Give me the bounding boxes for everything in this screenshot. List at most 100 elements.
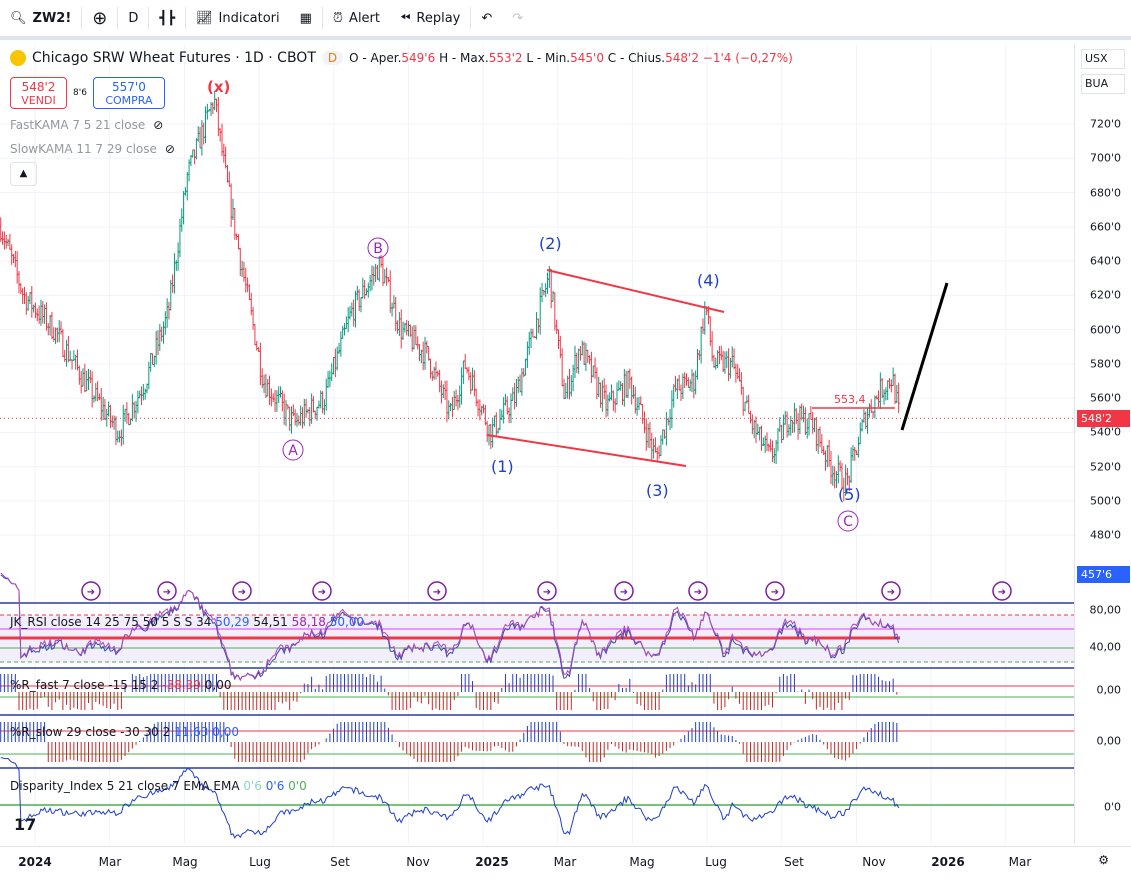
plus-circle-icon: ⊕ <box>92 7 108 29</box>
undo-button[interactable]: ↶ <box>471 0 502 38</box>
alarm-icon: ⏰︎ <box>332 10 344 26</box>
chart-type-button[interactable]: ┫┣ <box>149 0 185 38</box>
rewind-icon: ⏪︎ <box>400 10 411 26</box>
price-tick: 520'0 <box>1089 460 1121 474</box>
projection-line <box>900 282 949 431</box>
rsi-legend: JK_RSI close 14 25 75 50 5 S S 34 50,29 … <box>10 615 365 629</box>
price-tick: 500'0 <box>1089 494 1121 508</box>
alert-button[interactable]: ⏰︎ Alert <box>332 10 380 26</box>
time-tick: 2026 <box>931 855 965 869</box>
price-axis[interactable]: USX BUA 548'2 457'6 80,00 40,00 0,00 0,0… <box>1074 44 1131 844</box>
time-axis[interactable]: ⚙ 2024 Mar Mag Lug Set Nov 2025 Mar Mag Lug Set Nov… <box>0 846 1131 880</box>
rsi-axis-80: 80,00 <box>1089 603 1122 617</box>
divider <box>470 7 472 29</box>
disparity-line <box>0 757 900 839</box>
wave-label-x: (x) <box>207 78 230 96</box>
event-marker <box>992 581 1012 601</box>
symbol-title: Chicago SRW Wheat Futures · 1D · CBOT <box>32 50 316 66</box>
unit-selector[interactable]: BUA <box>1081 74 1125 94</box>
time-tick: Set <box>784 855 804 869</box>
event-marker <box>81 581 101 601</box>
price-tick: 720'0 <box>1089 117 1121 131</box>
delay-badge: D <box>321 51 344 65</box>
divider <box>185 7 187 29</box>
time-tick: Nov <box>862 855 886 869</box>
event-arrow-icon: ➜ <box>998 587 1006 598</box>
time-tick: Lug <box>249 855 271 869</box>
rsi-signal-line <box>0 572 900 681</box>
event-arrow-icon: ➜ <box>543 587 551 598</box>
symbol-search[interactable]: 🔍︎ ZW2! <box>10 10 72 26</box>
price-tick: 560'0 <box>1089 391 1121 405</box>
eye-off-icon[interactable]: ⊘ <box>164 142 175 156</box>
indicator-slowkama[interactable]: SlowKAMA 11 7 29 close ⊘ <box>10 142 175 156</box>
wave-circle-B <box>367 237 389 259</box>
currency-selector[interactable]: USX <box>1081 49 1125 69</box>
eye-off-icon[interactable]: ⊘ <box>153 118 164 132</box>
event-marker <box>688 581 708 601</box>
disparity-legend: Disparity_Index 5 21 close 7 EMA EMA 0'6… <box>10 779 307 793</box>
event-marker <box>881 581 901 601</box>
event-arrow-icon: ➜ <box>694 587 702 598</box>
last-price-tag: 548'2 <box>1077 410 1130 427</box>
wave-label-w1: (1) <box>491 457 514 476</box>
time-tick: Set <box>330 855 350 869</box>
ohlc-values: O - Aper.549'6 H - Max.553'2 L - Min.545… <box>349 51 793 65</box>
wave-circle-C <box>837 510 859 532</box>
replay-button[interactable]: ⏪︎ Replay <box>400 10 461 26</box>
event-marker <box>157 581 177 601</box>
price-tick: 620'0 <box>1089 288 1121 302</box>
tradingview-logo[interactable]: 17 <box>14 815 37 834</box>
chevron-up-icon: ▲ <box>19 168 28 179</box>
top-toolbar: 🔍︎ ZW2! ⊕ D ┫┣ 📈︎ Indicatori ▦ ⏰︎ Alert ⏪︎ R… <box>0 0 1131 40</box>
event-marker <box>614 581 634 601</box>
event-arrow-icon: ➜ <box>318 587 326 598</box>
chart-canvas[interactable]: 553,4 (x) (1) (2) (3) (4) (5) A B C ➜ ➜ ➜ ➜ ➜ ➜ ➜ ➜ ➜ ➜ ➜ <box>0 44 1074 844</box>
time-tick: Mar <box>98 855 122 869</box>
settings-gear-icon[interactable]: ⚙ <box>1098 853 1109 867</box>
buy-button[interactable]: 557'0 COMPRA <box>92 77 165 109</box>
time-tick: Mar <box>553 855 577 869</box>
wave-label-A: A <box>288 443 298 459</box>
indicators-icon: 📈︎ <box>196 10 213 26</box>
symbol-legend: Chicago SRW Wheat Futures · 1D · CBOT D … <box>10 50 793 66</box>
redo-icon: ↷ <box>512 10 524 26</box>
event-arrow-icon: ➜ <box>433 587 441 598</box>
wave-label-C: C <box>843 514 853 530</box>
collapse-legend-button[interactable]: ▲ <box>10 162 37 186</box>
rfast-legend: %R_fast 7 close -15 15 2 -38,39 0,00 <box>10 678 232 692</box>
rsi-axis-40: 40,00 <box>1089 640 1122 654</box>
indicator-fastkama[interactable]: FastKAMA 7 5 21 close ⊘ <box>10 118 164 132</box>
compare-button[interactable]: ⊕ <box>82 0 117 38</box>
event-arrow-icon: ➜ <box>887 587 895 598</box>
rsi-line <box>0 574 900 682</box>
divider <box>117 7 119 29</box>
price-tick: 480'0 <box>1089 528 1121 542</box>
channel-top-line <box>546 269 725 313</box>
disp-axis-0: 0'0 <box>1103 800 1121 814</box>
price-tick: 680'0 <box>1089 186 1121 200</box>
indicators-button[interactable]: 📈︎ Indicatori <box>196 10 280 26</box>
time-tick: 2025 <box>475 855 509 869</box>
event-arrow-icon: ➜ <box>620 587 628 598</box>
spread: 8'6 <box>73 88 87 98</box>
redo-button[interactable]: ↷ <box>502 0 533 38</box>
wave-label-w3: (3) <box>646 481 669 500</box>
trade-buttons: 548'2 VENDI 8'6 557'0 COMPRA <box>10 77 165 109</box>
time-tick: Mag <box>629 855 655 869</box>
templates-button[interactable]: ▦ <box>290 0 322 38</box>
grid-icon: ▦ <box>299 10 312 26</box>
bars-icon: ┫┣ <box>159 10 176 26</box>
sell-button[interactable]: 548'2 VENDI <box>10 77 67 109</box>
symbol-logo-icon <box>10 50 26 66</box>
event-arrow-icon: ➜ <box>771 587 779 598</box>
event-arrow-icon: ➜ <box>238 587 246 598</box>
time-tick: Lug <box>705 855 727 869</box>
channel-bottom-line <box>486 434 687 467</box>
rfast-axis-0: 0,00 <box>1096 683 1122 697</box>
event-marker <box>312 581 332 601</box>
wave-label-w2: (2) <box>539 234 562 253</box>
interval-button[interactable]: D <box>128 10 139 26</box>
resistance-label: 553,4 <box>834 393 866 406</box>
divider <box>148 7 150 29</box>
